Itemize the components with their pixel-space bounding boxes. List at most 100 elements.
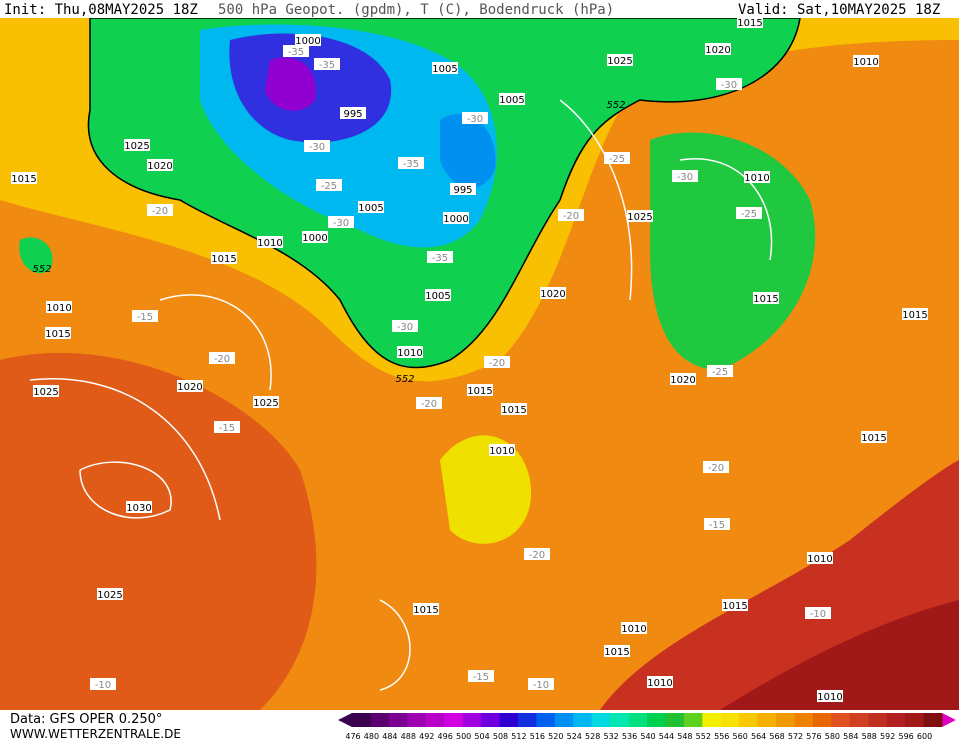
pressure-label: 1015 [467, 386, 492, 397]
temperature-label: -10 [533, 680, 549, 691]
colorbar-tick-label: 600 [917, 732, 932, 741]
temperature-label-box [214, 421, 240, 433]
colorbar-swatch [776, 713, 795, 727]
colorbar-swatch [739, 713, 759, 727]
pressure-label: 1015 [722, 601, 747, 612]
pressure-label: 1020 [705, 45, 730, 56]
pressure-label-box [670, 373, 696, 385]
colorbar-tick-label: 520 [548, 732, 563, 741]
temperature-label: -15 [137, 312, 153, 323]
temperature-label-box [304, 140, 330, 152]
pressure-label: 1020 [147, 161, 172, 172]
pressure-label: 1015 [737, 18, 762, 29]
colorbar-swatch [849, 713, 869, 727]
pressure-label: 1000 [443, 214, 468, 225]
pressure-label: 1015 [11, 174, 36, 185]
temperature-label: -30 [721, 80, 737, 91]
temperature-label: -25 [321, 181, 337, 192]
pressure-label: 995 [343, 109, 362, 120]
colorbar-swatch [628, 713, 648, 727]
temperature-label: -20 [489, 358, 505, 369]
colorbar-tick-label: 576 [806, 732, 821, 741]
pressure-label-box [467, 384, 493, 396]
colorbar-tick-label: 556 [714, 732, 729, 741]
temperature-label-box [805, 607, 831, 619]
temperature-label-box [703, 461, 729, 473]
colorbar-swatch [868, 713, 888, 727]
temperature-label: -30 [333, 218, 349, 229]
pressure-label: 1010 [621, 624, 646, 635]
temperature-label: -15 [473, 672, 489, 683]
pressure-label-box [540, 287, 566, 299]
colorbar-swatch [388, 713, 408, 727]
temperature-label-box [209, 352, 235, 364]
pressure-label: 1005 [358, 203, 383, 214]
colorbar-swatch [794, 713, 814, 727]
colorbar-swatch [683, 713, 703, 727]
temperature-label-box [604, 152, 630, 164]
pressure-label-box [33, 385, 59, 397]
colorbar-swatch [481, 713, 500, 727]
pressure-label-box [425, 289, 451, 301]
colorbar-swatch [923, 713, 943, 727]
colorbar-arrow-right [942, 713, 956, 727]
pressure-label: 1000 [295, 36, 320, 47]
colorbar-tick-label: 584 [843, 732, 858, 741]
colorbar-swatch [370, 713, 390, 727]
colorbar-tick-label: 492 [419, 732, 434, 741]
temperature-label-box [132, 310, 158, 322]
pressure-label-box [397, 346, 423, 358]
temperature-label-box [468, 670, 494, 682]
colorbar-swatch [573, 713, 593, 727]
pressure-label-box [647, 676, 673, 688]
temperature-label-box [716, 78, 742, 90]
colorbar-swatch [536, 713, 556, 727]
colorbar-tick-label: 560 [733, 732, 748, 741]
pressure-label-box [817, 690, 843, 702]
temperature-label-box [283, 45, 309, 57]
colorbar-swatch [610, 713, 630, 727]
pressure-label-box [861, 431, 887, 443]
colorbar-swatch [757, 713, 777, 727]
pressure-label-box [902, 308, 928, 320]
pressure-label: 1015 [604, 647, 629, 658]
temperature-label-box [314, 58, 340, 70]
temperature-label-box [398, 157, 424, 169]
colorbar-tick-label: 532 [603, 732, 618, 741]
pressure-label-box [443, 212, 469, 224]
header-bar [0, 0, 959, 18]
pressure-label: 1005 [499, 95, 524, 106]
pressure-label-box [302, 231, 328, 243]
pressure-label-box [97, 588, 123, 600]
colorbar-tick-label: 592 [880, 732, 895, 741]
temperature-label: -35 [288, 47, 304, 58]
pressure-label: 1020 [540, 289, 565, 300]
colorbar-tick-label: 564 [751, 732, 766, 741]
temperature-label: -35 [432, 253, 448, 264]
colorbar-tick-label: 596 [898, 732, 913, 741]
temperature-label: -20 [529, 550, 545, 561]
colorbar-tick-label: 572 [788, 732, 803, 741]
colorbar-swatch [517, 713, 537, 727]
colorbar-swatch [444, 713, 464, 727]
temperature-label-box [416, 397, 442, 409]
colorbar-swatch [499, 713, 519, 727]
temperature-label-box [328, 216, 354, 228]
map-background [0, 17, 959, 710]
pressure-label-box [340, 107, 366, 119]
colorbar-tick-label: 496 [438, 732, 453, 741]
pressure-label-box [621, 622, 647, 634]
colorbar-tick-label: 480 [364, 732, 379, 741]
pressure-label-box [45, 327, 71, 339]
temperature-label-box [524, 548, 550, 560]
pressure-label: 1020 [670, 375, 695, 386]
temperature-label: -20 [214, 354, 230, 365]
pressure-label-box [499, 93, 525, 105]
pressure-label-box [257, 236, 283, 248]
pressure-label: 1010 [397, 348, 422, 359]
temperature-label-box [558, 209, 584, 221]
colorbar-swatch [591, 713, 611, 727]
temperature-label: -30 [467, 114, 483, 125]
temperature-label: -20 [563, 211, 579, 222]
pressure-label: 1025 [124, 141, 149, 152]
